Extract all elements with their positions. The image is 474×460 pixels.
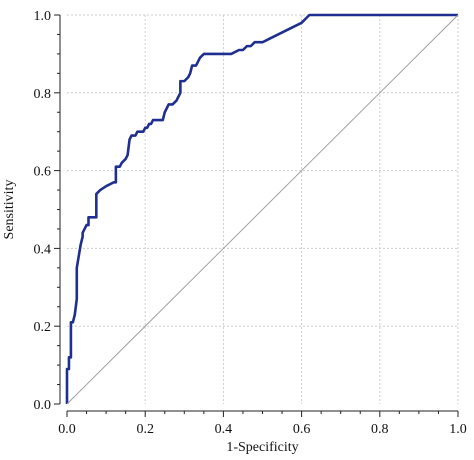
x-tick-label: 0.0 [58, 422, 76, 437]
x-axis-label: 1-Specificity [226, 440, 298, 455]
y-tick-label: 1.0 [34, 9, 52, 24]
axes [54, 14, 459, 417]
y-tick-label: 0.2 [34, 320, 52, 335]
y-tick-label: 0.0 [34, 398, 52, 413]
roc-curve [65, 13, 458, 404]
x-tick-label: 0.4 [215, 422, 233, 437]
x-tick-label: 0.2 [136, 422, 154, 437]
grid [67, 14, 459, 404]
x-tick-label: 1.0 [449, 422, 467, 437]
y-tick-label: 0.4 [34, 242, 52, 257]
y-axis-label: Sensitivity [2, 180, 17, 240]
x-tick-label: 0.8 [371, 422, 389, 437]
reference-diagonal [66, 14, 459, 405]
x-tick-label: 0.6 [293, 422, 311, 437]
tick-labels: 0.0 0.2 0.4 0.6 0.8 1.0 0.0 0.2 0.4 0.6 0.8 1.0 [34, 9, 467, 437]
series-layer [65, 13, 459, 405]
y-tick-label: 0.8 [34, 87, 52, 102]
y-tick-label: 0.6 [34, 165, 52, 180]
